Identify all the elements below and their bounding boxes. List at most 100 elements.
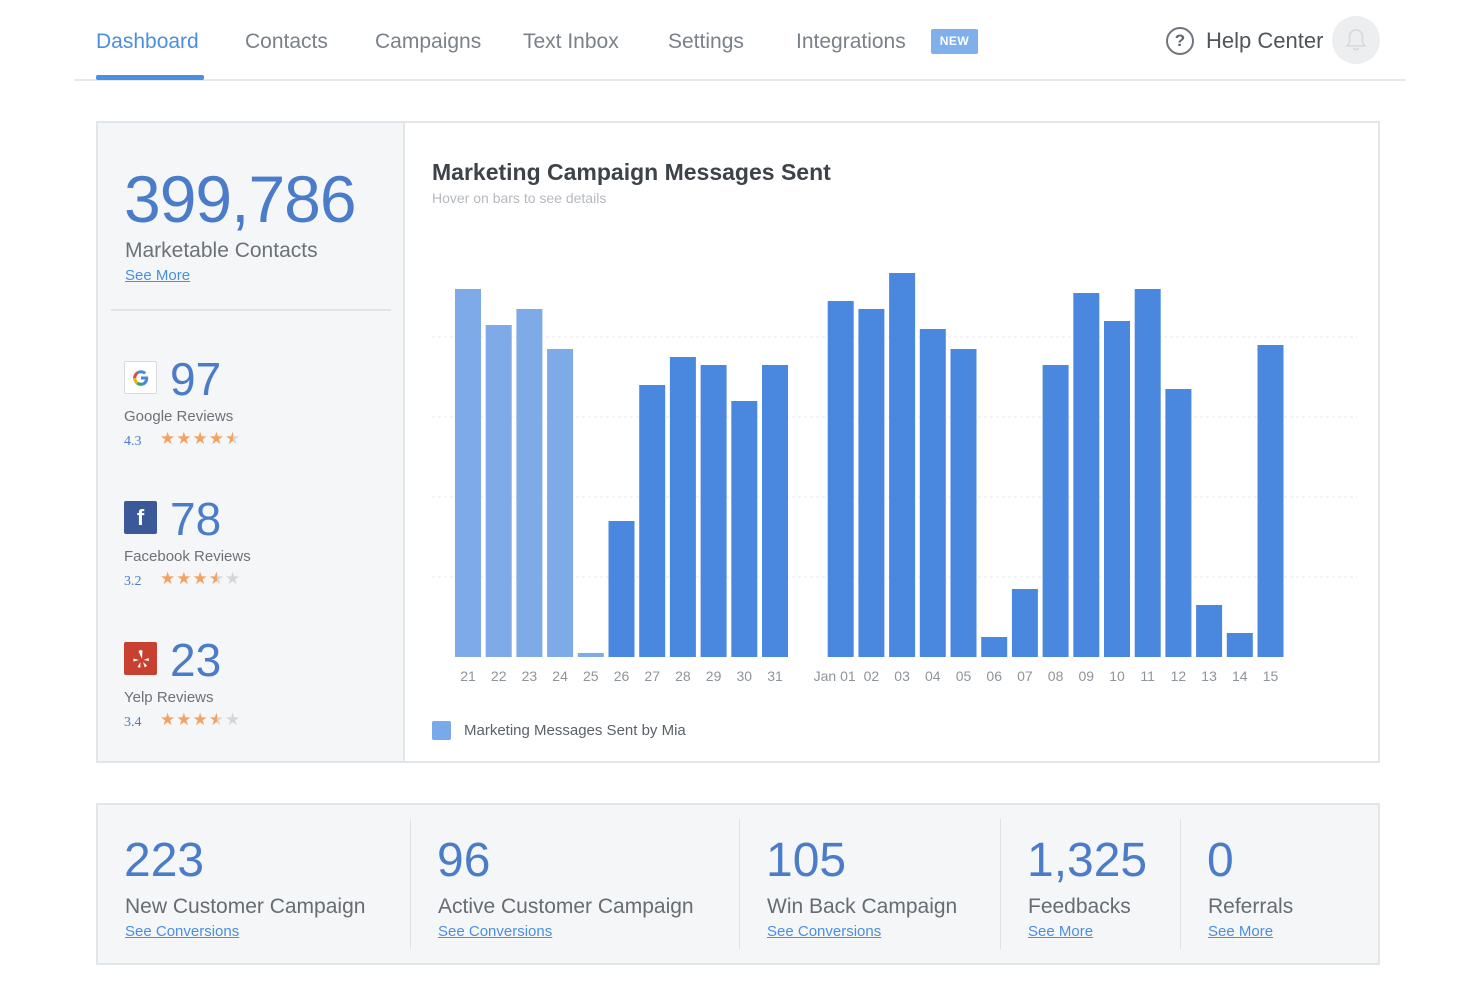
x-tick-label: 10 (1109, 668, 1125, 684)
tab-settings[interactable]: Settings (668, 30, 744, 53)
star-icon: ★ (208, 710, 225, 729)
yelp-reviews-label: Yelp Reviews (124, 689, 214, 706)
stat-win-back-campaign: 105 Win Back Campaign See Conversions (740, 805, 1000, 963)
stat-label: Referrals (1208, 895, 1294, 918)
chart-bar[interactable] (485, 325, 512, 657)
x-tick-label: 27 (644, 668, 660, 684)
x-tick-label: 12 (1171, 668, 1187, 684)
chart-bar[interactable] (455, 289, 481, 657)
chart-bar[interactable] (731, 401, 758, 657)
tab-contacts[interactable]: Contacts (245, 30, 328, 53)
facebook-reviews: f 78 Facebook Reviews 3.2 ★★★★★ (124, 492, 394, 592)
chart-bar[interactable] (827, 301, 854, 657)
chart-bar[interactable] (639, 385, 666, 657)
x-tick-label: 28 (675, 668, 691, 684)
stat-separator (1000, 819, 1001, 949)
tab-dashboard[interactable]: Dashboard (96, 30, 199, 53)
new-badge: NEW (931, 29, 978, 54)
star-icon: ★ (192, 429, 209, 448)
chart-title: Marketing Campaign Messages Sent (432, 159, 831, 185)
chart-bar[interactable] (1226, 633, 1253, 657)
see-more-link[interactable]: See More (1028, 923, 1094, 940)
x-tick-label: 09 (1079, 668, 1095, 684)
legend-swatch (432, 721, 451, 740)
x-tick-label: 23 (522, 668, 538, 684)
facebook-rating-stars: ★★★★★ (160, 569, 241, 589)
star-icon: ★ (160, 569, 177, 588)
stat-label: Feedbacks (1028, 895, 1131, 918)
active-tab-indicator (96, 75, 204, 80)
star-icon: ★ (225, 710, 242, 729)
chart-bar[interactable] (889, 273, 916, 657)
chart-bar[interactable] (577, 653, 604, 657)
chart-bar[interactable] (700, 365, 727, 657)
see-conversions-link[interactable]: See Conversions (125, 923, 240, 940)
see-more-link[interactable]: See More (1208, 923, 1274, 940)
x-tick-label: 07 (1017, 668, 1033, 684)
google-rating-stars: ★★★★★ (160, 429, 241, 449)
tab-campaigns[interactable]: Campaigns (375, 30, 482, 53)
x-tick-label: 02 (864, 668, 880, 684)
star-icon: ★ (176, 429, 193, 448)
summary-column: 399,786 Marketable Contacts See More 97 … (98, 123, 405, 761)
google-logo-icon (124, 361, 157, 394)
x-tick-label: 25 (583, 668, 599, 684)
chart-bar[interactable] (1165, 389, 1192, 657)
help-center-link[interactable]: ? Help Center (1166, 26, 1323, 56)
star-icon: ★ (208, 429, 225, 448)
x-tick-label: 04 (925, 668, 941, 684)
stat-separator (739, 819, 740, 949)
stat-separator (410, 819, 411, 949)
x-tick-label: 03 (894, 668, 910, 684)
see-conversions-link[interactable]: See Conversions (438, 923, 553, 940)
marketable-contacts-count: 399,786 (124, 162, 357, 236)
x-tick-label: 11 (1140, 668, 1155, 684)
chart-bar[interactable] (1104, 321, 1130, 657)
chart-bar[interactable] (981, 637, 1008, 657)
chart-bar[interactable] (669, 357, 696, 657)
chart-bar[interactable] (1042, 365, 1069, 657)
stat-value: 223 (124, 834, 205, 887)
chart-bar[interactable] (547, 349, 574, 657)
chart-bar[interactable] (762, 365, 788, 657)
x-tick-label: 29 (706, 668, 722, 684)
chart-bar[interactable] (1196, 605, 1223, 657)
x-tick-label: 24 (552, 668, 568, 684)
chart-bar[interactable] (858, 309, 885, 657)
see-conversions-link[interactable]: See Conversions (767, 923, 882, 940)
star-icon: ★ (176, 710, 193, 729)
stat-label: Active Customer Campaign (438, 895, 694, 918)
stat-active-customer-campaign: 96 Active Customer Campaign See Conversi… (411, 805, 739, 963)
chart-bar[interactable] (1011, 589, 1038, 657)
google-reviews-count: 97 (170, 353, 222, 405)
stat-value: 96 (437, 834, 491, 887)
chart-bar[interactable] (516, 309, 543, 657)
stat-feedbacks: 1,325 Feedbacks See More (1001, 805, 1181, 963)
chart-bar[interactable] (1073, 293, 1100, 657)
contacts-see-more-link[interactable]: See More (125, 267, 191, 284)
tab-integrations[interactable]: Integrations (796, 30, 906, 53)
x-tick-label: 08 (1048, 668, 1064, 684)
facebook-logo-icon: f (124, 501, 157, 534)
marketable-contacts-label: Marketable Contacts (125, 239, 318, 262)
star-icon: ★ (192, 710, 209, 729)
tab-text-inbox[interactable]: Text Inbox (523, 30, 619, 53)
star-icon: ★ (225, 429, 242, 448)
chart-bar[interactable] (919, 329, 946, 657)
chart-bar[interactable] (1257, 345, 1284, 657)
facebook-reviews-count: 78 (170, 493, 222, 545)
x-tick-label: 22 (491, 668, 507, 684)
chart-bar[interactable] (950, 349, 977, 657)
legend-label: Marketing Messages Sent by Mia (464, 722, 686, 739)
yelp-rating-value: 3.4 (124, 715, 142, 730)
stat-separator (1180, 819, 1181, 949)
x-tick-label: 31 (767, 668, 783, 684)
notifications-button[interactable] (1332, 16, 1380, 64)
chart-bar[interactable] (608, 521, 635, 657)
stat-referrals: 0 Referrals See More (1181, 805, 1378, 963)
chart-legend: Marketing Messages Sent by Mia (432, 721, 686, 740)
facebook-reviews-label: Facebook Reviews (124, 548, 251, 565)
help-center-label: Help Center (1206, 28, 1324, 53)
star-icon: ★ (192, 569, 209, 588)
chart-bar[interactable] (1134, 289, 1161, 657)
